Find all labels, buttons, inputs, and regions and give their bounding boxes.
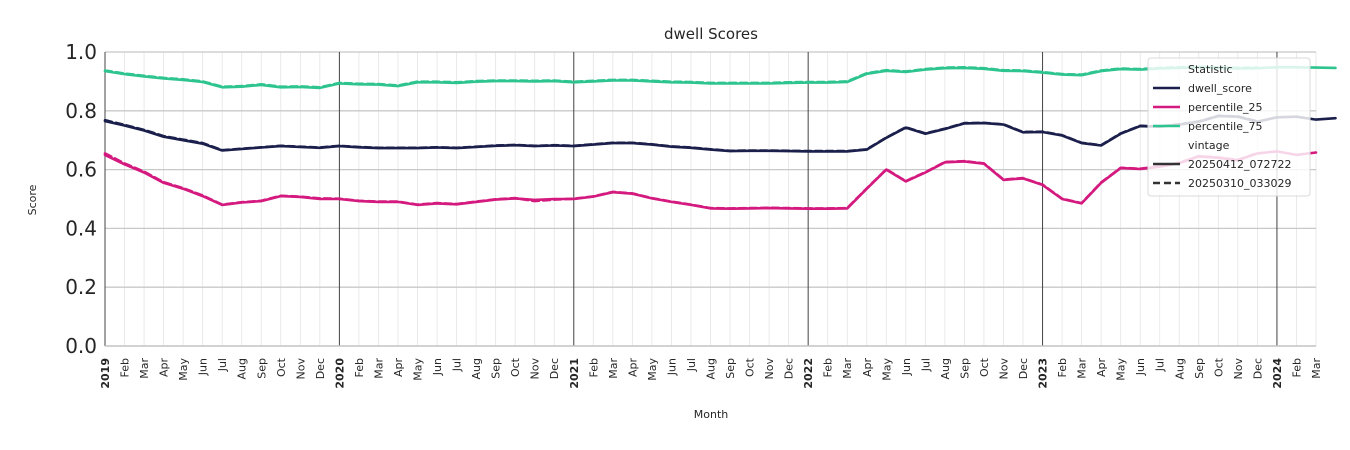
x-tick-month-label: Sep — [1193, 358, 1206, 379]
x-tick-month-label: Jun — [1134, 358, 1147, 376]
x-tick-year-label: 2024 — [1271, 358, 1284, 389]
x-tick-month-label: Oct — [275, 357, 288, 377]
x-tick-month-label: May — [412, 358, 425, 381]
x-tick-month-label: Feb — [119, 358, 132, 377]
x-tick-year-label: 2022 — [802, 358, 815, 389]
x-tick-month-label: May — [646, 358, 659, 381]
x-tick-month-label: Sep — [255, 358, 268, 379]
series-line-percentile_25-dashed — [103, 151, 1259, 210]
x-tick-month-label: Dec — [548, 358, 561, 379]
x-tick-month-label: Mar — [138, 358, 151, 379]
x-tick-year-label: 2020 — [333, 358, 346, 389]
x-tick-month-label: Sep — [490, 358, 503, 379]
x-tick-month-label: Feb — [353, 358, 366, 377]
series-layer — [103, 65, 1337, 210]
x-tick-month-label: Apr — [861, 358, 874, 378]
legend: Statistic dwell_score percentile_25percent… — [1147, 57, 1311, 197]
y-tick-label: 0.2 — [65, 275, 97, 299]
x-tick-month-label: Apr — [1095, 358, 1108, 378]
x-axis-label: Month — [694, 408, 729, 421]
x-tick-year-label: 2023 — [1037, 358, 1050, 389]
x-tick-month-label: Apr — [158, 358, 171, 378]
x-tick-month-label: Feb — [1056, 358, 1069, 377]
x-tick-month-label: Dec — [1251, 358, 1264, 379]
x-tick-month-label: May — [1115, 358, 1128, 381]
grid — [104, 51, 1317, 347]
x-tick-month-label: May — [177, 358, 190, 381]
x-tick-month-label: Mar — [1310, 358, 1323, 379]
x-tick-month-label: Mar — [841, 358, 854, 379]
legend-entry-percentile_25: percentile_25 — [1188, 101, 1263, 114]
x-tick-month-label: Jul — [919, 358, 932, 372]
x-tick-month-label: Feb — [587, 358, 600, 377]
x-tick-month-label: Oct — [744, 357, 757, 377]
legend-entry-percentile_75: percentile_75 — [1188, 120, 1263, 133]
series-line-dwell_score-dashed — [103, 114, 1259, 153]
x-tick-month-label: Aug — [470, 358, 483, 379]
x-tick-month-label: Oct — [509, 357, 522, 377]
x-tick-month-label: Jul — [451, 358, 464, 372]
x-tick-month-label: Jul — [685, 358, 698, 372]
legend-entry-dwell_score: dwell_score — [1188, 82, 1252, 95]
legend-entry-vintage: 20250310_033029 — [1188, 177, 1291, 190]
x-tick-month-label: Aug — [705, 358, 718, 379]
x-tick-month-label: Apr — [626, 358, 639, 378]
x-tick-month-label: Nov — [529, 358, 542, 380]
x-tick-month-label: Jun — [665, 358, 678, 376]
x-tick-month-label: Jun — [197, 358, 210, 376]
x-axis-ticks: 2019 Feb Mar Apr May Jun Jul Aug Sep Oct Nov Dec 202… — [99, 357, 1323, 388]
y-tick-label: 0.8 — [65, 99, 97, 123]
legend-entry-vintage: 20250412_072722 — [1188, 158, 1291, 171]
x-tick-month-label: Aug — [236, 358, 249, 379]
x-tick-month-label: Nov — [1232, 358, 1245, 380]
x-tick-month-label: Nov — [997, 358, 1010, 380]
x-tick-month-label: Dec — [783, 358, 796, 379]
x-tick-month-label: Oct — [978, 357, 991, 377]
chart-title: dwell Scores — [664, 25, 758, 43]
series-line-percentile_75-dashed — [103, 65, 1259, 89]
x-tick-month-label: Jun — [900, 358, 913, 376]
x-tick-month-label: Jul — [216, 358, 229, 372]
x-tick-month-label: Mar — [607, 358, 620, 379]
x-tick-month-label: Oct — [1212, 357, 1225, 377]
x-tick-month-label: Aug — [1173, 358, 1186, 379]
y-tick-label: 0.4 — [65, 216, 97, 240]
x-tick-month-label: May — [880, 358, 893, 381]
y-tick-label: 1.0 — [65, 40, 97, 64]
x-tick-month-label: Dec — [314, 358, 327, 379]
x-tick-month-label: Sep — [724, 358, 737, 379]
x-tick-month-label: Jun — [431, 358, 444, 376]
x-tick-year-label: 2019 — [99, 358, 112, 389]
y-tick-label: 0.0 — [65, 334, 97, 358]
x-tick-month-label: Sep — [958, 358, 971, 379]
x-tick-month-label: Mar — [372, 358, 385, 379]
y-axis-label: Score — [26, 184, 39, 215]
x-tick-month-label: Feb — [822, 358, 835, 377]
x-tick-month-label: Dec — [1017, 358, 1030, 379]
legend-title-vintage: vintage — [1188, 139, 1230, 152]
legend-title-statistic: Statistic — [1188, 63, 1233, 76]
x-tick-month-label: Mar — [1076, 358, 1089, 379]
x-tick-month-label: Feb — [1290, 358, 1303, 377]
x-tick-month-label: Nov — [763, 358, 776, 380]
x-tick-month-label: Jul — [1154, 358, 1167, 372]
legend-box — [1147, 57, 1311, 197]
y-tick-label: 0.6 — [65, 158, 97, 182]
x-tick-month-label: Apr — [392, 358, 405, 378]
y-axis-ticks: 0.0 0.2 0.4 0.6 0.8 1.0 — [65, 40, 97, 358]
x-tick-month-label: Nov — [294, 358, 307, 380]
x-tick-month-label: Aug — [939, 358, 952, 379]
x-tick-year-label: 2021 — [568, 358, 581, 389]
